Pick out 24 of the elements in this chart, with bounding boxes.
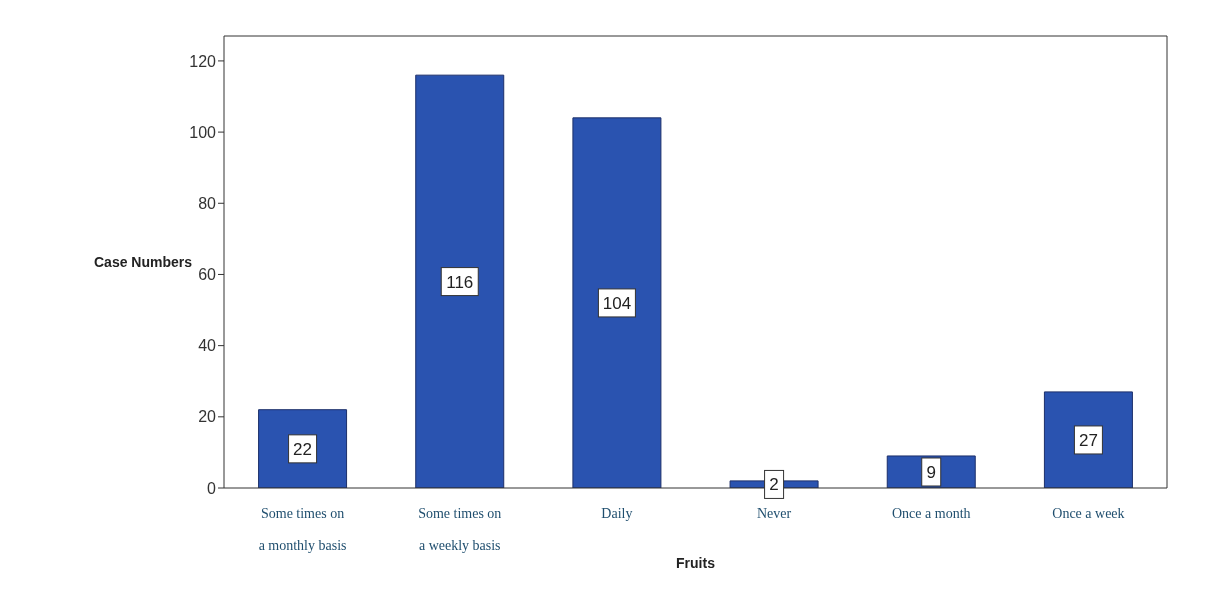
data-label: 27 (1078, 430, 1098, 450)
data-label: 9 (926, 462, 936, 482)
y-tick-label: 20 (198, 408, 217, 426)
y-tick-label: 0 (207, 479, 217, 497)
data-label: 104 (602, 293, 632, 313)
data-label: 116 (446, 272, 474, 292)
x-tick-label: Daily (601, 506, 633, 521)
y-tick-label: 60 (198, 266, 217, 284)
y-tick-label: 100 (189, 123, 217, 141)
bar (1043, 391, 1133, 488)
category-label: Some times on a weekly basis (418, 506, 502, 553)
data-label: 2 (769, 475, 779, 495)
bar (415, 74, 505, 488)
bar (572, 117, 662, 488)
category-label: Some times on a monthly basis (258, 506, 347, 553)
y-tick-label: 120 (189, 52, 217, 70)
x-tick-label: Once a week (1052, 506, 1125, 521)
x-tick-label: Once a month (891, 506, 971, 521)
x-tick-label: Never (756, 506, 792, 521)
x-axis-title: Fruits (676, 555, 716, 571)
y-tick-label: 80 (198, 194, 217, 212)
data-label: 22 (293, 439, 313, 459)
y-tick-label: 40 (198, 337, 217, 355)
y-axis-title: Case Numbers (94, 253, 193, 270)
